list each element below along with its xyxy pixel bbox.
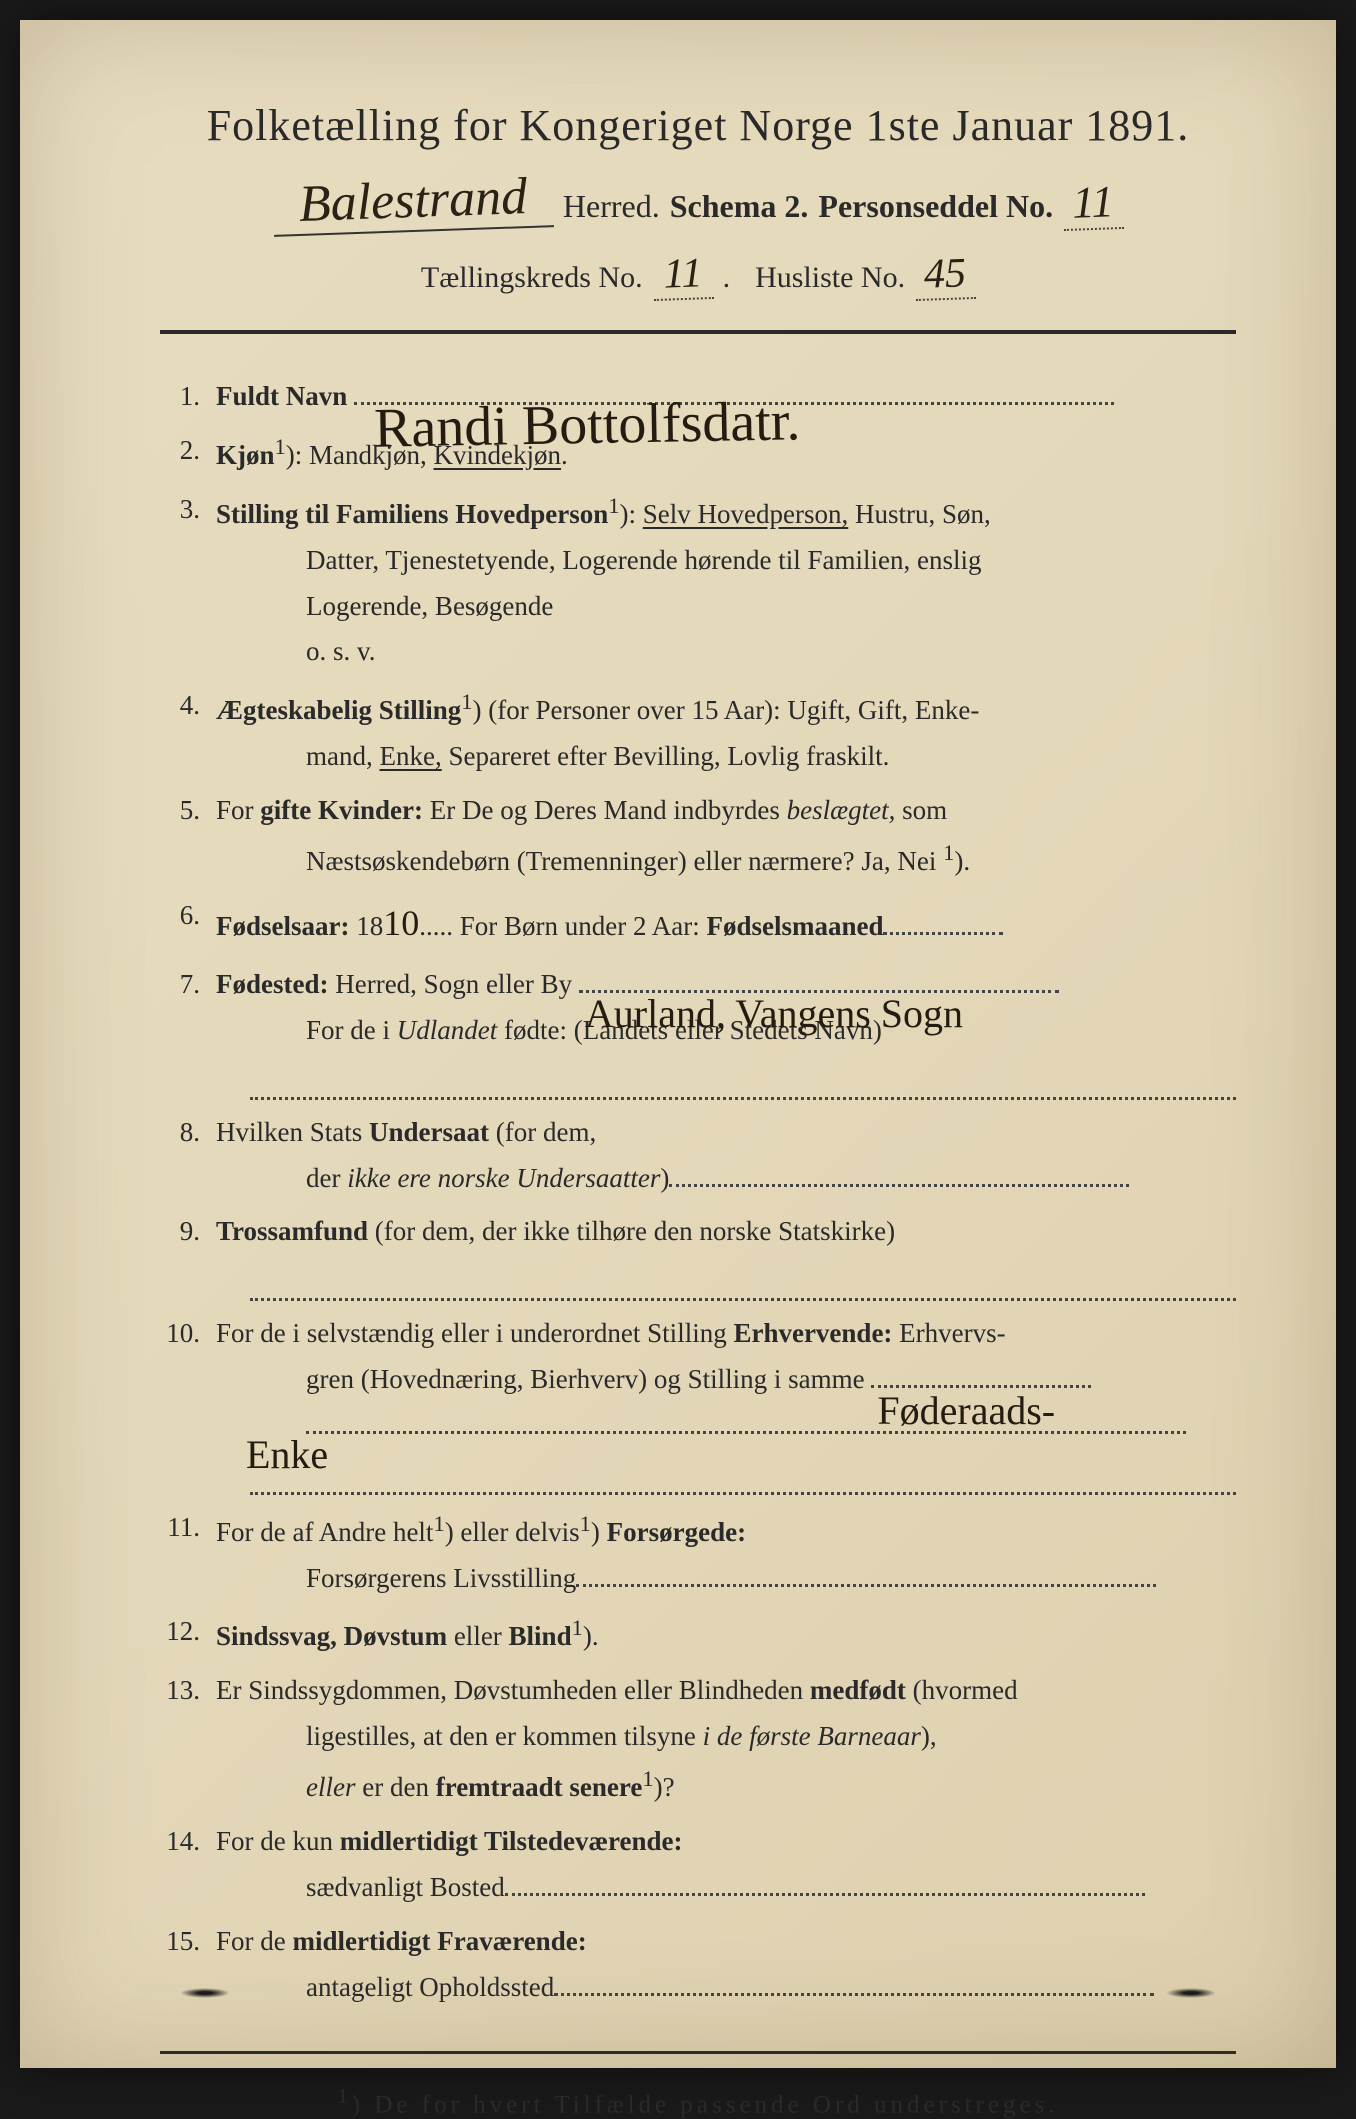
header-block: Folketælling for Kongeriget Norge 1ste J… <box>160 100 1236 300</box>
birthplace-hw: Aurland, Vangens Sogn <box>585 980 963 1048</box>
footnote: 1) De for hvert Tilfælde passende Ord un… <box>160 2084 1236 2119</box>
item-9-label: Trossamfund <box>216 1216 368 1246</box>
form-items: 1. Fuldt Navn Randi Bottolfsdatr. 2. Kjø… <box>160 374 1236 2011</box>
divider-top <box>160 330 1236 334</box>
item-15: 15. For de midlertidigt Fraværende: anta… <box>160 1919 1236 2011</box>
item-10-blank <box>250 1457 1236 1495</box>
item-12-num: 12. <box>160 1609 216 1660</box>
item-7-num: 7. <box>160 962 216 1054</box>
binding-mark-right <box>1166 1988 1216 1998</box>
birth-year-hw: 10 <box>383 893 419 954</box>
header-line-3: Tællingskreds No. 11 . Husliste No. 45 <box>160 250 1236 300</box>
item-3: 3. Stilling til Familiens Hovedperson1):… <box>160 487 1236 676</box>
item-15-label: midlertidigt Fraværende: <box>293 1926 587 1956</box>
item-6: 6. Fødselsaar: 1810..... For Børn under … <box>160 893 1236 954</box>
item-2-num: 2. <box>160 428 216 479</box>
item-11-label: Forsørgede: <box>607 1517 746 1547</box>
personseddel-no: 11 <box>1062 175 1124 231</box>
item-3-label: Stilling til Familiens Hovedperson <box>216 499 608 529</box>
herred-handwritten: Balestrand <box>272 166 554 237</box>
item-14: 14. For de kun midlertidigt Tilstedevære… <box>160 1819 1236 1911</box>
item-1: 1. Fuldt Navn Randi Bottolfsdatr. <box>160 374 1236 420</box>
item-5-label: gifte Kvinder: <box>260 795 423 825</box>
item-11: 11. For de af Andre helt1) eller delvis1… <box>160 1505 1236 1602</box>
item-10-num: 10. <box>160 1311 216 1449</box>
main-title: Folketælling for Kongeriget Norge 1ste J… <box>160 100 1236 151</box>
schema-label: Schema 2. <box>670 188 809 225</box>
item-2-label: Kjøn <box>216 440 275 470</box>
occupation-hw-1: Føderaads- <box>877 1377 1055 1445</box>
item-9-blank <box>250 1263 1236 1301</box>
full-name-handwritten: Randi Bottolfsdatr. <box>373 374 801 477</box>
header-line-2: Balestrand Herred. Schema 2. Personsedde… <box>160 171 1236 232</box>
item-8: 8. Hvilken Stats Undersaat (for dem, der… <box>160 1110 1236 1202</box>
binding-mark-left <box>180 1988 230 1998</box>
item-8-num: 8. <box>160 1110 216 1202</box>
item-6-label: Fødselsaar: <box>216 911 349 941</box>
kreds-label: Tællingskreds No. <box>421 261 643 295</box>
item-14-label: midlertidigt Tilstedeværende: <box>340 1826 683 1856</box>
item-7: 7. Fødested: Herred, Sogn eller By Aurla… <box>160 962 1236 1054</box>
item-13: 13. Er Sindssygdommen, Døvstumheden elle… <box>160 1668 1236 1811</box>
item-4: 4. Ægteskabelig Stilling1) (for Personer… <box>160 683 1236 780</box>
item-8-label: Undersaat <box>369 1117 489 1147</box>
item-5-num: 5. <box>160 788 216 885</box>
husliste-no: 45 <box>914 249 976 301</box>
herred-label: Herred. <box>563 188 660 225</box>
item-10-label: Erhvervende: <box>733 1318 892 1348</box>
item-3-num: 3. <box>160 487 216 676</box>
item-7-label: Fødested: <box>216 969 328 999</box>
census-form-page: Folketælling for Kongeriget Norge 1ste J… <box>20 20 1336 2068</box>
item-4-selected: Enke, <box>380 741 442 771</box>
item-10: 10. For de i selvstændig eller i underor… <box>160 1311 1236 1449</box>
item-7-blank <box>250 1062 1236 1100</box>
item-13-num: 13. <box>160 1668 216 1811</box>
item-9-num: 9. <box>160 1209 216 1255</box>
item-1-num: 1. <box>160 374 216 420</box>
item-3-selected: Selv Hovedperson, <box>643 499 848 529</box>
kreds-no: 11 <box>652 249 714 301</box>
personseddel-label: Personseddel No. <box>818 188 1053 225</box>
item-4-num: 4. <box>160 683 216 780</box>
item-9: 9. Trossamfund (for dem, der ikke tilhør… <box>160 1209 1236 1255</box>
item-1-label: Fuldt Navn <box>216 381 347 411</box>
item-12: 12. Sindssvag, Døvstum eller Blind1). <box>160 1609 1236 1660</box>
item-6-num: 6. <box>160 893 216 954</box>
item-4-label: Ægteskabelig Stilling <box>216 695 461 725</box>
item-11-num: 11. <box>160 1505 216 1602</box>
item-13-label: medfødt <box>810 1675 906 1705</box>
husliste-label: Husliste No. <box>755 261 905 295</box>
item-5: 5. For gifte Kvinder: Er De og Deres Man… <box>160 788 1236 885</box>
occupation-hw-2: Enke <box>246 1421 328 1489</box>
divider-bottom <box>160 2051 1236 2054</box>
item-14-num: 14. <box>160 1819 216 1911</box>
item-12-label: Sindssvag, Døvstum <box>216 1621 447 1651</box>
